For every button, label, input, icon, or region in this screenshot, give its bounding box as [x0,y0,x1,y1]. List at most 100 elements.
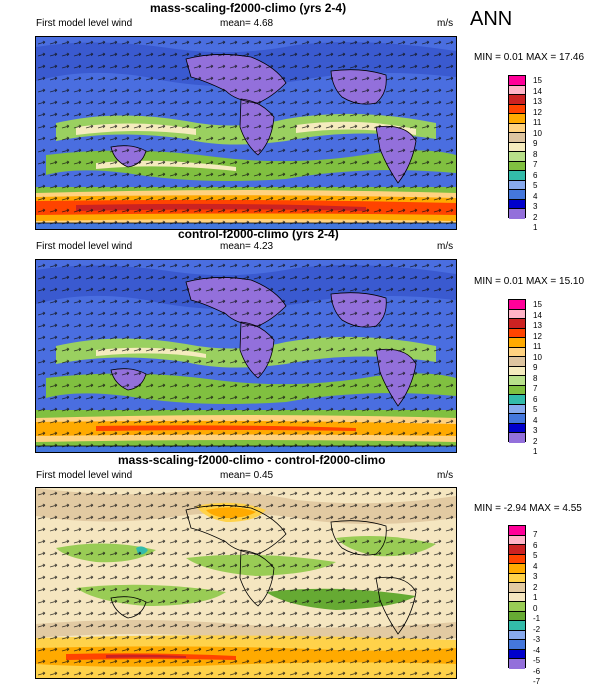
colorbar-swatch [509,133,525,143]
colorbar-label: 13 [533,97,542,106]
colorbar-label: 6 [533,540,538,550]
colorbar-label: -4 [533,645,541,655]
colorbar-swatch [509,621,525,631]
colorbar-label: 1 [533,447,538,456]
colorbar-label: 7 [533,160,538,169]
colorbar-label: 6 [533,394,538,404]
panel-title-1: mass-scaling-f2000-climo (yrs 2-4) [150,1,347,15]
colorbar-swatch [509,395,525,405]
colorbar-label: 3 [533,572,538,581]
colorbar-swatch [509,433,525,443]
colorbar-swatch [509,152,525,162]
panel-minmax-3: MIN = -2.94 MAX = 4.55 [474,503,582,514]
panel-subtitle-2: First model level wind [36,241,133,252]
colorbar-label: 5 [533,405,538,414]
colorbar-swatch [509,630,525,641]
panel-minmax-2: MIN = 0.01 MAX = 15.10 [474,276,585,287]
colorbar-label: 3 [533,426,538,435]
panel-subtitle-3: First model level wind [36,470,133,481]
colorbar-swatch [509,142,525,153]
colorbar-swatch [509,104,525,115]
colorbar-label: 5 [533,181,538,190]
colorbar-swatch [509,640,525,650]
wind-map-image-2 [36,260,456,452]
colorbar-label: 9 [533,363,538,372]
colorbar-label: 12 [533,107,542,117]
colorbar-label: 7 [533,530,538,539]
colorbar-swatch [509,385,525,396]
colorbar-swatch [509,347,525,358]
colorbar-label: 14 [533,310,542,320]
season-label: ANN [470,8,513,30]
colorbar-label: 1 [533,223,538,232]
colorbar-label: 12 [533,331,542,341]
colorbar-1 [508,75,526,219]
colorbar-label: 6 [533,170,538,180]
colorbar-swatch [509,95,525,105]
colorbar-swatch [509,414,525,424]
colorbar-swatch [509,114,525,124]
colorbar-swatch [509,573,525,584]
colorbar-swatch [509,338,525,348]
colorbar-label: -1 [533,614,541,623]
colorbar-label: 2 [533,436,538,446]
colorbar-swatch [509,423,525,434]
colorbar-label: 4 [533,191,538,201]
colorbar-label: 0 [533,603,538,613]
colorbar-label: 10 [533,128,542,138]
colorbar-swatch [509,564,525,574]
colorbar-label: 15 [533,76,542,85]
colorbar-label: 14 [533,86,542,96]
colorbar-label: 1 [533,593,538,602]
colorbar-swatch [509,161,525,172]
panel-mean-1: mean= 4.68 [220,18,274,29]
colorbar-swatch [509,535,525,546]
colorbar-labels-1: 15 14 13 12 11 10 9 8 7 6 5 4 3 2 1 [533,76,542,234]
panel-units-2: m/s [437,241,454,252]
colorbar-label: -2 [533,624,541,634]
colorbar-swatch [509,649,525,660]
panel-title-2: control-f2000-climo (yrs 2-4) [178,227,339,241]
colorbar-label: -5 [533,656,541,665]
colorbar-swatch [509,309,525,320]
colorbar-label: 4 [533,415,538,425]
colorbar-3 [508,525,526,669]
colorbar-label: -6 [533,666,541,676]
colorbar-label: 15 [533,300,542,309]
wind-map-image-3 [36,488,456,678]
colorbar-label: 2 [533,582,538,592]
colorbar-swatch [509,190,525,200]
colorbar-label: 2 [533,212,538,222]
wind-map-image-1 [36,37,456,229]
colorbar-swatch [509,180,525,191]
colorbar-swatch [509,376,525,386]
colorbar-label: 8 [533,373,538,383]
colorbar-label: 4 [533,561,538,571]
colorbar-swatch [509,583,525,593]
colorbar-swatch [509,199,525,210]
colorbar-swatch [509,602,525,612]
colorbar-swatch [509,404,525,415]
panel-mean-3: mean= 0.45 [220,470,274,481]
panel-mean-2: mean= 4.23 [220,241,274,252]
colorbar-swatch [509,611,525,622]
colorbar-label: 9 [533,139,538,148]
colorbar-swatch [509,123,525,134]
colorbar-labels-2: 15 14 13 12 11 10 9 8 7 6 5 4 3 2 1 [533,300,542,458]
colorbar-label: 7 [533,384,538,393]
colorbar-swatch [509,300,525,310]
colorbar-swatch [509,659,525,669]
colorbar-swatch [509,366,525,377]
panel-units-3: m/s [437,470,454,481]
colorbar-swatch [509,171,525,181]
colorbar-label: 11 [533,118,542,127]
wind-map-panel-3 [35,487,457,679]
colorbar-swatch [509,328,525,339]
panel-units-1: m/s [437,18,454,29]
colorbar-label: 13 [533,321,542,330]
colorbar-label: 10 [533,352,542,362]
colorbar-swatch [509,357,525,367]
colorbar-swatch [509,554,525,565]
colorbar-swatch [509,526,525,536]
panel-minmax-1: MIN = 0.01 MAX = 17.46 [474,52,585,63]
